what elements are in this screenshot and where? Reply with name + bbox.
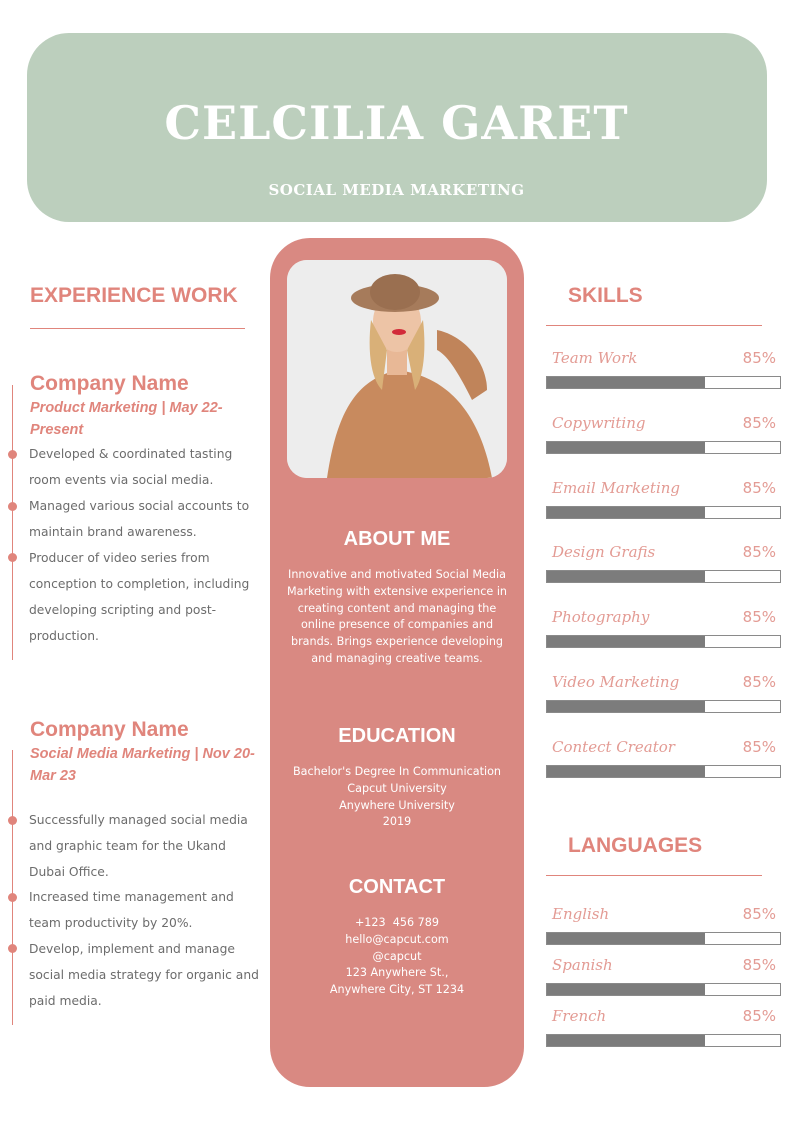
university: Capcut University — [347, 781, 447, 795]
degree: Bachelor's Degree In Communication — [292, 765, 502, 778]
address-line-2: Anywhere City, ST 1234 — [329, 983, 465, 997]
bullet-dot — [8, 450, 17, 459]
company-name: Company Name — [30, 372, 189, 395]
skill-level-fill — [547, 571, 706, 583]
job-bullet: Successfully managed social media and gr… — [29, 813, 248, 879]
language-label: French — [552, 1007, 607, 1025]
skill-level-fill — [547, 506, 706, 518]
language-percent: 85% — [742, 905, 776, 923]
header-banner — [27, 33, 767, 222]
divider — [546, 325, 762, 326]
bullet-dot — [8, 816, 17, 825]
divider — [546, 875, 762, 876]
skill-level-fill — [547, 441, 706, 453]
job-role: Social Media Marketing | Nov 20-Mar 23 — [30, 746, 255, 784]
skill-level-bar — [546, 764, 781, 778]
language-percent: 85% — [742, 956, 776, 974]
skill-label: Design Grafis — [552, 543, 656, 562]
job-role: Product Marketing | May 22-Present — [30, 400, 223, 438]
education-info: Bachelor's Degree In Communication Capcu… — [280, 764, 514, 831]
job-bullet: Producer of video series from conception… — [29, 551, 250, 643]
timeline-line — [12, 385, 13, 660]
skill-percent: 85% — [742, 608, 776, 627]
skill-level-fill — [547, 636, 706, 648]
job-title: SOCIAL MEDIA MARKETING — [268, 181, 525, 199]
skill-level-bar — [546, 700, 781, 713]
bullet-dot — [8, 502, 17, 511]
skill-label: Video Marketing — [552, 673, 680, 691]
skill-level-bar — [546, 570, 781, 584]
skill-label: Email Marketing — [552, 478, 681, 497]
skill-percent: 85% — [742, 543, 776, 562]
language-level-bar — [546, 1034, 781, 1047]
language-level-bar — [546, 983, 781, 996]
experience-heading: EXPERIENCE WORK — [30, 284, 238, 307]
skill-level-bar — [546, 505, 781, 519]
skill-percent: 85% — [742, 673, 776, 691]
job-bullet: Developed & coordinated tasting room eve… — [29, 447, 233, 487]
language-level-bar — [546, 932, 781, 945]
skill-label: Team Work — [552, 349, 638, 367]
language-label: English — [552, 905, 610, 923]
skill-level-fill — [547, 377, 706, 388]
skill-level-bar — [546, 440, 781, 454]
phone: +123 456 789 — [354, 916, 440, 929]
language-level-fill — [547, 933, 706, 944]
skill-level-bar — [546, 635, 781, 649]
languages-heading: LANGUAGES — [568, 834, 703, 857]
company-name: Company Name — [30, 718, 189, 741]
skill-label: Photography — [552, 608, 650, 627]
email: hello@capcut.com — [345, 932, 449, 946]
bullet-dot — [8, 553, 17, 562]
language-label: Spanish — [552, 956, 613, 974]
about-text: Innovative and motivated Social Media Ma… — [286, 568, 508, 665]
bullet-dot — [8, 944, 17, 953]
skill-level-bar — [546, 376, 781, 389]
address-line-1: 123 Anywhere St., — [345, 966, 449, 980]
job-bullet: Develop, implement and manage social med… — [29, 942, 259, 1008]
job-bullet: Managed various social accounts to maint… — [29, 499, 250, 539]
education-heading: EDUCATION — [338, 725, 456, 747]
graduation-year: 2019 — [382, 815, 412, 829]
bullet-dot — [8, 893, 17, 902]
contact-info: +123 456 789 hello@capcut.com @capcut 12… — [280, 915, 514, 999]
divider — [30, 328, 245, 329]
language-percent: 85% — [742, 1007, 776, 1025]
skill-level-fill — [547, 701, 706, 712]
skill-percent: 85% — [742, 349, 776, 367]
language-level-fill — [547, 984, 706, 995]
skill-level-fill — [547, 765, 706, 777]
skill-label: Contect Creator — [552, 737, 675, 756]
skill-label: Copywriting — [552, 413, 646, 432]
portrait-photo — [287, 260, 507, 478]
job-bullet: Increased time management and team produ… — [29, 890, 234, 930]
skills-heading: SKILLS — [568, 284, 643, 307]
university-location: Anywhere University — [339, 798, 455, 812]
person-name: CELCILIA GARET — [164, 96, 629, 150]
skill-percent: 85% — [742, 737, 776, 756]
timeline-line — [12, 750, 13, 1025]
language-level-fill — [547, 1035, 706, 1046]
contact-heading: CONTACT — [348, 876, 446, 898]
about-heading: ABOUT ME — [343, 528, 451, 550]
skill-percent: 85% — [742, 478, 776, 497]
social-handle: @capcut — [372, 949, 422, 963]
skill-percent: 85% — [742, 413, 776, 432]
